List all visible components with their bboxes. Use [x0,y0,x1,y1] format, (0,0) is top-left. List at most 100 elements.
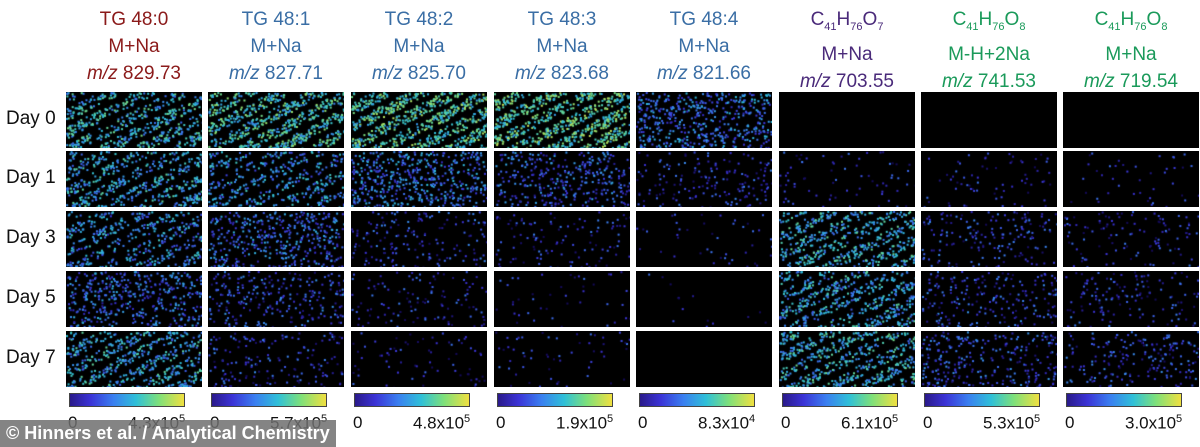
ion-image-tile [921,151,1057,207]
ion-image-tile [1063,151,1199,207]
ion-image-tile [921,271,1057,327]
ion-image [66,92,202,148]
ion-image-tile [636,92,772,148]
ion-image [66,271,202,327]
ion-image [779,151,915,207]
mz-value: m/z 823.68 [514,63,609,84]
colorbar-6 [924,393,1040,407]
ion-image [779,271,915,327]
ion-image-tile [208,271,344,327]
compound-name: C41H76O8 [952,9,1026,33]
mz-value: m/z 829.73 [86,63,181,84]
ion-image-tile [494,271,630,327]
ion-image [351,331,487,387]
ion-image-tile [636,211,772,267]
ion-image-tile [1063,331,1199,387]
compound-name: TG 48:3 [527,9,597,30]
column-header-4: TG 48:4 M+Na m/z 821.66 [636,6,772,87]
colorbar-max-label: 1.9x105 [556,413,614,433]
mz-prefix: m/z [514,63,551,84]
ion-image [779,331,915,387]
column-header-0: TG 48:0 M+Na m/z 829.73 [66,6,202,87]
ion-image-tile [636,331,772,387]
formula-subscript: 76 [1134,20,1147,33]
colorbar-7 [1066,393,1182,407]
image-credit: © Hinners et al. / Analytical Chemistry [0,420,336,447]
ion-image-tile [351,211,487,267]
ion-image [208,211,344,267]
row-label-2: Day 3 [6,227,56,248]
ion-image [636,151,772,207]
ion-image-tile [494,151,630,207]
ion-image-tile [351,271,487,327]
ion-image [779,92,915,148]
ion-image [1063,271,1199,327]
ion-image-tile [921,92,1057,148]
colorbar-3 [497,393,613,407]
ion-image-tile [1063,271,1199,327]
adduct-label: M+Na [821,43,873,65]
colorbar-exponent: 5 [179,413,186,425]
adduct-label: M+Na [393,36,445,57]
ion-image [636,331,772,387]
colorbar-4 [639,393,755,407]
ion-image [66,331,202,387]
ion-image-tile [921,211,1057,267]
ion-image-tile [1063,92,1199,148]
column-header-5: C41H76O7 M+Na m/z 703.55 [779,6,915,95]
ion-image-tile [494,331,630,387]
mz-value: m/z 741.53 [941,70,1036,92]
ion-image-tile [779,92,915,148]
ion-image [208,271,344,327]
ion-image-tile [208,331,344,387]
colorbar-2 [354,393,470,407]
adduct-label: M+Na [678,36,730,57]
ion-image-tile [1063,211,1199,267]
compound-name: C41H76O8 [1094,9,1168,33]
column-header-2: TG 48:2 M+Na m/z 825.70 [351,6,487,87]
mz-prefix: m/z [86,63,123,84]
colorbar-5 [782,393,898,407]
colorbar-exponent: 5 [892,413,899,425]
formula-subscript: 8 [1161,20,1168,33]
row-label-0: Day 0 [6,108,56,129]
colorbar-min-label: 0 [1065,413,1075,432]
ion-image [636,92,772,148]
formula-subscript: 76 [992,20,1005,33]
ion-image-tile [208,92,344,148]
ion-image-tile [636,151,772,207]
mz-value: m/z 703.55 [799,70,894,92]
column-header-6: C41H76O8 M-H+2Na m/z 741.53 [921,6,1057,95]
colorbar-exponent: 5 [321,413,328,425]
ion-image [1063,92,1199,148]
compound-name: TG 48:0 [99,9,169,30]
compound-name: TG 48:1 [241,9,311,30]
compound-name: TG 48:4 [669,9,739,30]
formula-subscript: 8 [1019,20,1026,33]
ion-image [779,211,915,267]
ion-image-tile [208,211,344,267]
formula-subscript: 7 [877,20,884,33]
colorbar-exponent: 5 [607,413,614,425]
ion-image [351,211,487,267]
ion-image [636,271,772,327]
mz-value: m/z 821.66 [656,63,751,84]
adduct-label: M+Na [108,36,160,57]
mz-value: m/z 825.70 [371,63,466,84]
colorbar-min-label: 0 [638,413,648,432]
column-header-7: C41H76O8 M+Na m/z 719.54 [1063,6,1199,95]
colorbar-max-label: 6.1x105 [841,413,899,433]
ion-image [921,271,1057,327]
formula-subscript: 41 [824,20,837,33]
compound-name: TG 48:2 [384,9,454,30]
ion-image-tile [66,211,202,267]
colorbar-1 [211,393,327,407]
ion-image [1063,151,1199,207]
ion-image-tile [494,92,630,148]
colorbar-exponent: 5 [464,413,471,425]
colorbar-0 [69,393,185,407]
ion-image-tile [66,151,202,207]
ion-image-tile [921,331,1057,387]
ion-image-tile [494,211,630,267]
formula-subscript: 41 [1108,20,1121,33]
